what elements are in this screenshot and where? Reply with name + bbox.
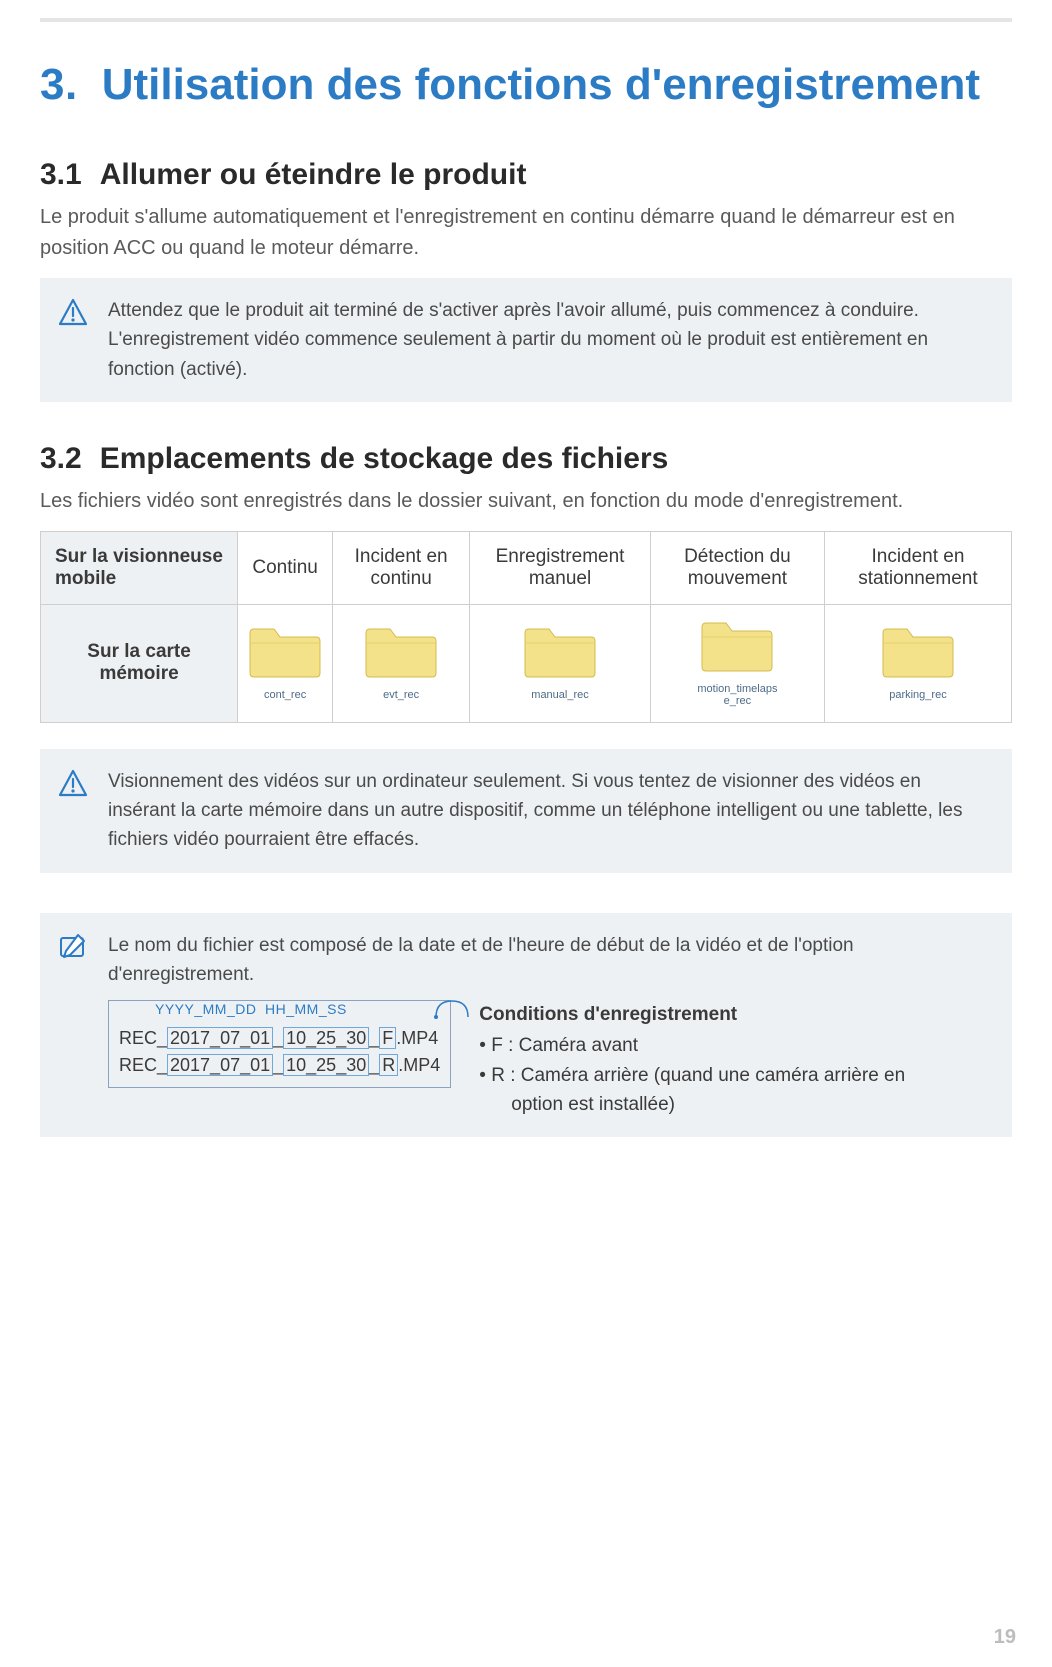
- table-cell: Incident en continu: [333, 532, 470, 605]
- folder-icon: [879, 625, 957, 681]
- folder-cell: manual_rec: [470, 605, 651, 722]
- filename-ext: .MP4: [396, 1028, 438, 1048]
- warning-callout-1: Attendez que le produit ait terminé de s…: [40, 278, 1012, 402]
- filename-date: 2017_07_01: [167, 1054, 273, 1076]
- filename-opt: R: [379, 1054, 398, 1076]
- warning-icon: [58, 296, 92, 384]
- folder-icon: [362, 625, 440, 681]
- folder-icon: [246, 625, 324, 681]
- folder-label: cont_rec: [246, 689, 324, 701]
- section-number: 3.1: [40, 158, 82, 192]
- filename-sep: _: [273, 1055, 283, 1075]
- filename-sep: _: [369, 1028, 379, 1048]
- filename-prefix: REC_: [119, 1028, 167, 1048]
- table-cell: Détection du mouvement: [650, 532, 824, 605]
- filename-sep: _: [273, 1028, 283, 1048]
- warning-icon: [58, 767, 92, 855]
- warning-text: Visionnement des vidéos sur un ordinateu…: [108, 767, 988, 855]
- folder-icon: [521, 625, 599, 681]
- filename-line-2: REC_2017_07_01_10_25_30_R.MP4: [119, 1052, 440, 1079]
- section-3-1-heading: 3.1 Allumer ou éteindre le produit: [40, 158, 1012, 192]
- filename-time: 10_25_30: [283, 1054, 369, 1076]
- filename-opt: F: [379, 1027, 396, 1049]
- filename-line-1: REC_2017_07_01_10_25_30_F.MP4: [119, 1025, 440, 1052]
- filename-tag-date: YYYY_MM_DD: [155, 999, 256, 1020]
- table-row: Sur la visionneuse mobile Continu Incide…: [41, 532, 1012, 605]
- note-callout: Le nom du fichier est composé de la date…: [40, 913, 1012, 1138]
- filename-diagram: YYYY_MM_DD HH_MM_SS REC_2017_07_01_10_25…: [108, 1000, 451, 1088]
- section-title: Allumer ou éteindre le produit: [100, 158, 527, 192]
- conditions-block: Conditions d'enregistrement F : Caméra a…: [479, 1000, 905, 1120]
- filename-tag-time: HH_MM_SS: [265, 999, 347, 1020]
- section-title: Emplacements de stockage des fichiers: [100, 442, 669, 476]
- note-intro: Le nom du fichier est composé de la date…: [108, 931, 988, 990]
- folder-icon: [698, 619, 776, 675]
- condition-r-cont: option est installée): [511, 1090, 905, 1119]
- folder-cell: evt_rec: [333, 605, 470, 722]
- filename-time: 10_25_30: [283, 1027, 369, 1049]
- storage-table: Sur la visionneuse mobile Continu Incide…: [40, 531, 1012, 722]
- table-row: Sur la carte mémoire cont_rec evt_rec ma…: [41, 605, 1012, 722]
- table-cell: Incident en stationnement: [824, 532, 1011, 605]
- filename-date: 2017_07_01: [167, 1027, 273, 1049]
- filename-sep: _: [369, 1055, 379, 1075]
- folder-label: manual_rec: [478, 689, 642, 701]
- section-3-1-body: Le produit s'allume automatiquement et l…: [40, 202, 1012, 264]
- condition-f: F : Caméra avant: [479, 1031, 905, 1060]
- connector-icon: [434, 997, 470, 1021]
- table-cell: Enregistrement manuel: [470, 532, 651, 605]
- warning-text: Attendez que le produit ait terminé de s…: [108, 296, 988, 384]
- folder-label: evt_rec: [341, 689, 461, 701]
- folder-cell: motion_timelaps e_rec: [650, 605, 824, 722]
- note-icon: [58, 931, 92, 1120]
- section-number: 3.2: [40, 442, 82, 476]
- chapter-title: Utilisation des fonctions d'enregistreme…: [102, 60, 980, 110]
- section-3-2-heading: 3.2 Emplacements de stockage des fichier…: [40, 442, 1012, 476]
- folder-label: motion_timelaps e_rec: [659, 683, 816, 707]
- folder-cell: cont_rec: [238, 605, 333, 722]
- folder-cell: parking_rec: [824, 605, 1011, 722]
- folder-label: parking_rec: [833, 689, 1003, 701]
- condition-r: R : Caméra arrière (quand une caméra arr…: [479, 1061, 905, 1090]
- row-header-mobile: Sur la visionneuse mobile: [41, 532, 238, 605]
- conditions-title: Conditions d'enregistrement: [479, 1000, 905, 1029]
- filename-ext: .MP4: [398, 1055, 440, 1075]
- filename-prefix: REC_: [119, 1055, 167, 1075]
- section-3-2-body: Les fichiers vidéo sont enregistrés dans…: [40, 486, 1012, 517]
- page-number: 19: [994, 1626, 1016, 1649]
- chapter-number: 3.: [40, 60, 78, 110]
- row-header-card: Sur la carte mémoire: [41, 605, 238, 722]
- table-cell: Continu: [238, 532, 333, 605]
- warning-callout-2: Visionnement des vidéos sur un ordinateu…: [40, 749, 1012, 873]
- chapter-heading: 3. Utilisation des fonctions d'enregistr…: [40, 60, 1012, 110]
